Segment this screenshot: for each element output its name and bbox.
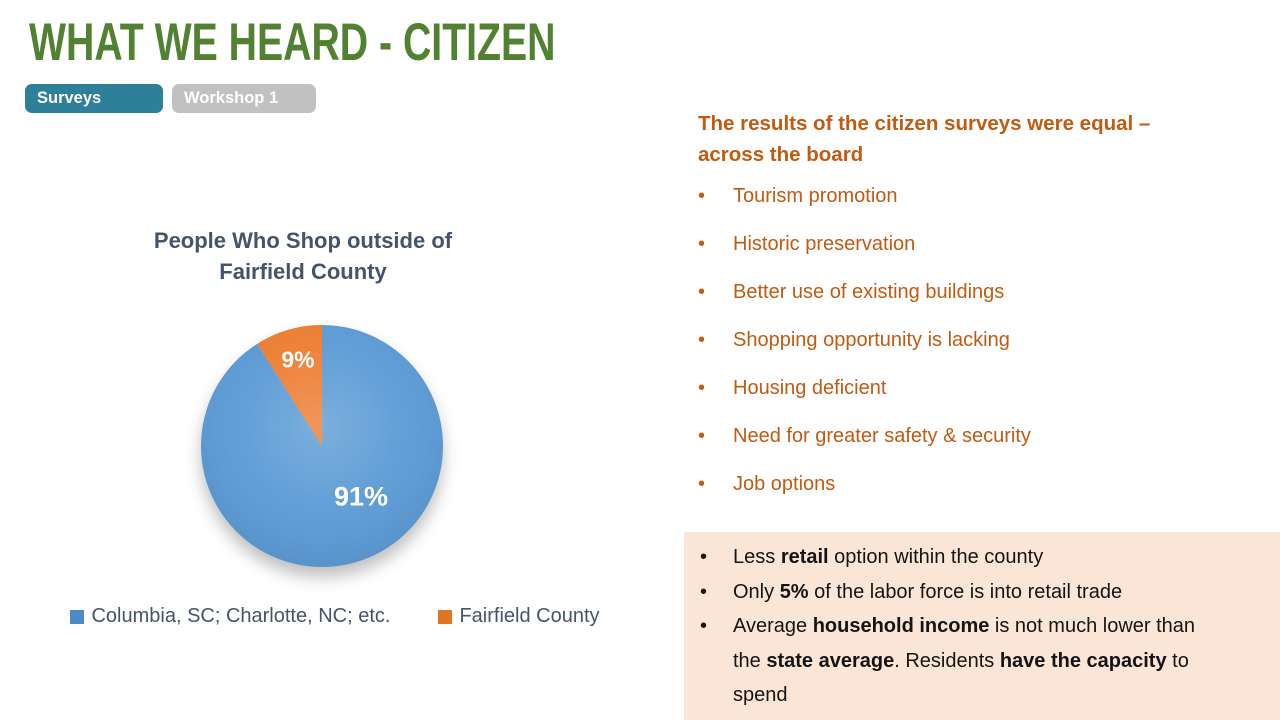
highlight-bold-text: retail [780, 546, 829, 568]
highlight-text: to spend [733, 649, 1189, 707]
bullet-icon: • [698, 185, 706, 207]
highlight-text: option within the county [828, 546, 1044, 568]
survey-bullet-item: • Job options [698, 472, 1238, 496]
chart-legend: Columbia, SC; Charlotte, NC; etc. Fairfi… [10, 605, 660, 628]
survey-bullet-text: Housing deficient [733, 377, 887, 399]
pie-svg [201, 325, 444, 567]
bullet-icon: • [700, 615, 708, 637]
survey-bullet-text: Need for greater safety & security [733, 425, 1031, 447]
survey-bullet-item: • Need for greater safety & security [698, 424, 1238, 448]
bullet-icon: • [698, 281, 706, 303]
survey-bullet-text: Tourism promotion [733, 185, 898, 207]
highlight-bold-text: have the capacity [999, 649, 1167, 672]
highlight-bullet-list: • Less retail option within the county • On… [684, 532, 1280, 713]
survey-bullet-list: • Tourism promotion • Historic preservation… [698, 184, 1238, 520]
tab-workshop-1-label: Workshop 1 [184, 89, 279, 107]
bullet-icon: • [698, 329, 706, 351]
bullet-icon: • [700, 580, 708, 603]
tab-surveys-label: Surveys [37, 89, 102, 107]
tab-workshop-1[interactable]: Workshop 1 [172, 84, 316, 113]
page-title: WHAT WE HEARD - CITIZEN [29, 13, 556, 72]
tab-row: Surveys Workshop 1 [25, 84, 316, 113]
highlight-bullet-item: • Only 5% of the labor force is into reta… [700, 575, 1205, 610]
highlight-text: . Residents [894, 649, 1000, 672]
highlight-text: Less [733, 546, 781, 568]
highlight-bold-text: household income [812, 615, 990, 637]
survey-bullet-item: • Better use of existing buildings [698, 280, 1238, 304]
survey-bullet-text: Better use of existing buildings [733, 281, 1005, 303]
survey-results-heading: The results of the citizen surveys were … [698, 112, 1151, 166]
survey-bullet-item: • Tourism promotion [698, 184, 1238, 208]
bullet-icon: • [698, 377, 706, 399]
bullet-icon: • [700, 546, 708, 568]
tab-surveys[interactable]: Surveys [25, 84, 163, 113]
survey-bullet-text: Shopping opportunity is lacking [733, 329, 1010, 351]
highlight-text: is not much lower than the [733, 615, 1196, 672]
legend-label-columbia: Columbia, SC; Charlotte, NC; etc. [91, 605, 391, 627]
highlight-bullet-item: • Average household income is not much lo… [700, 609, 1205, 713]
highlight-text: Average [733, 615, 813, 637]
highlight-bullet-item: • Less retail option within the county [700, 540, 1205, 575]
highlight-text: of the labor force is into retail trade [808, 580, 1123, 603]
chart-title: People Who Shop outside of Fairfield Cou… [153, 228, 453, 284]
legend-item-columbia: Columbia, SC; Charlotte, NC; etc. [70, 605, 390, 628]
bullet-icon: • [698, 425, 706, 447]
pie-slice-0 [201, 325, 444, 567]
legend-label-fairfield: Fairfield County [459, 605, 600, 627]
survey-bullet-item: • Housing deficient [698, 376, 1238, 400]
highlight-bold-text: state average [766, 649, 895, 672]
bullet-icon: • [698, 473, 706, 495]
bullet-icon: • [698, 233, 706, 255]
highlight-text: Only [733, 580, 780, 603]
survey-bullet-text: Job options [733, 473, 836, 495]
survey-bullet-text: Historic preservation [733, 233, 916, 255]
legend-swatch-orange-icon [438, 609, 453, 624]
legend-swatch-blue-icon [70, 609, 85, 624]
highlight-bold-text: 5% [779, 580, 809, 603]
survey-bullet-item: • Shopping opportunity is lacking [698, 328, 1238, 352]
pie-chart: 91% 9% [182, 306, 462, 586]
highlight-box: • Less retail option within the county • On… [684, 532, 1280, 720]
legend-item-fairfield: Fairfield County [438, 605, 600, 628]
survey-bullet-item: • Historic preservation [698, 232, 1238, 256]
